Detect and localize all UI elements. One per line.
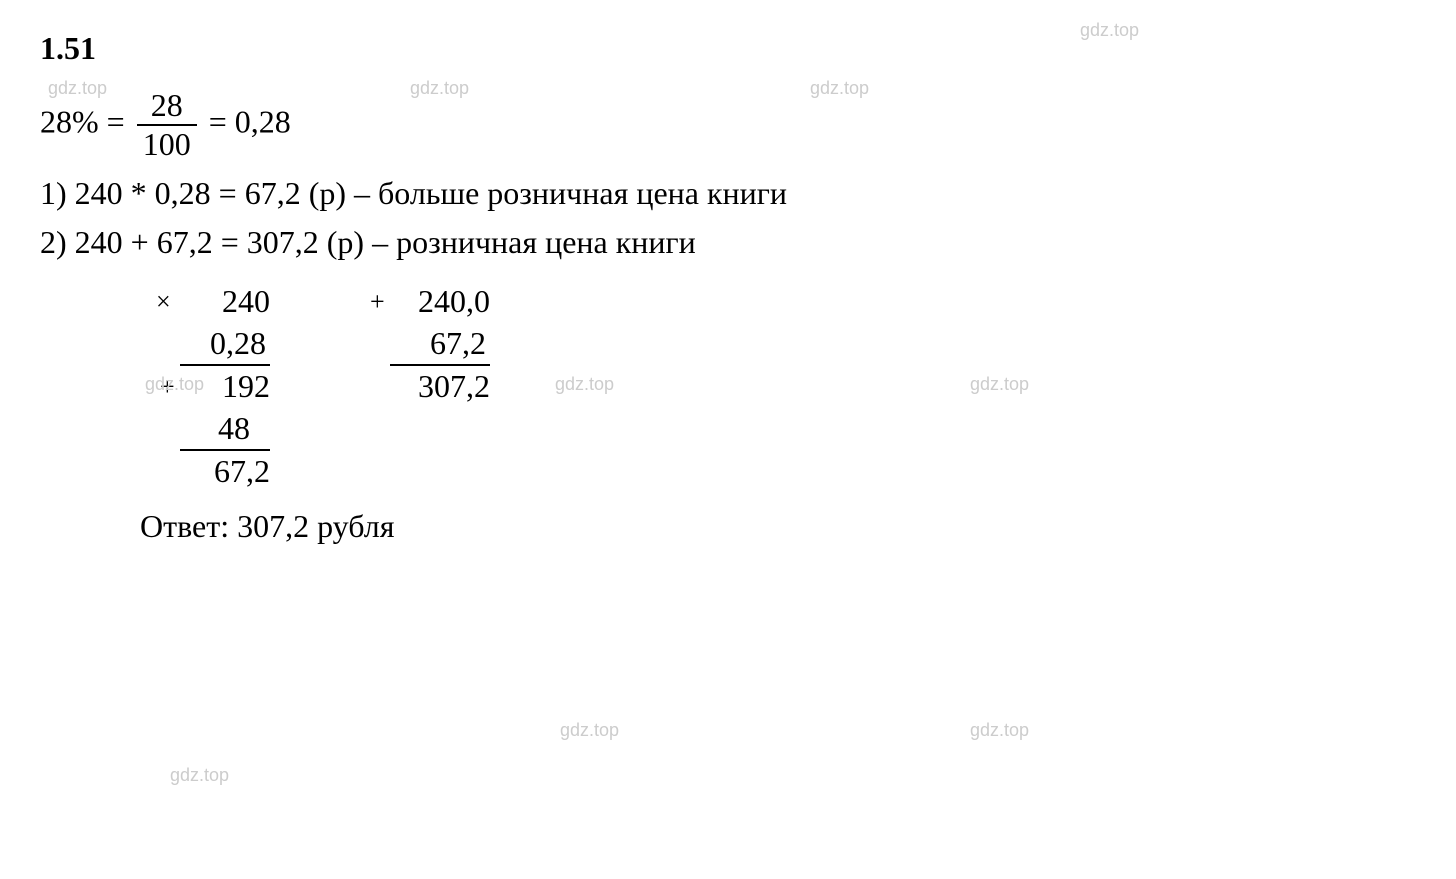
step-num: 2) [40,224,67,260]
percent-conversion: 28% = 28 100 = 0,28 [40,87,1416,163]
partial-1: 192 [222,368,270,404]
watermark: gdz.top [970,374,1029,395]
answer-label: Ответ: [140,508,229,544]
step-desc: – больше розничная цена книги [354,175,787,211]
answer-line: Ответ: 307,2 рубля [140,508,1416,545]
decimal-value: 0,28 [235,103,291,139]
watermark: gdz.top [1080,20,1139,41]
fraction-numerator: 28 [137,87,197,126]
step-num: 1) [40,175,67,211]
plus-sign: + [370,285,385,319]
calc-result: 307,2 [390,366,490,408]
watermark: gdz.top [48,78,107,99]
watermark: gdz.top [560,720,619,741]
answer-value: 307,2 рубля [237,508,394,544]
calc-row: + 240,0 [390,281,490,323]
equals-1: = [107,103,133,139]
calc-underline: 0,28 [180,323,270,367]
watermark: gdz.top [170,765,229,786]
calc-row: 240 [180,281,270,323]
watermark: gdz.top [810,78,869,99]
step-2: 2) 240 + 67,2 = 307,2 (р) – розничная це… [40,224,1416,261]
calculations-block: × 240 0,28 + 192 48 67,2 + 240,0 67,2 30… [180,281,1416,493]
calc-row: 0,28 [180,323,270,367]
problem-number: 1.51 [40,30,1416,67]
calc-row: 67,2 [390,323,490,367]
watermark: gdz.top [555,374,614,395]
fraction-denominator: 100 [137,126,197,163]
equals-2: = [209,103,235,139]
solution-steps: 1) 240 * 0,28 = 67,2 (р) – больше рознич… [40,175,1416,261]
percent-value: 28% [40,103,99,139]
addition-column: + 240,0 67,2 307,2 [390,281,490,493]
addend-1: 240,0 [418,283,490,319]
watermark: gdz.top [410,78,469,99]
watermark: gdz.top [970,720,1029,741]
calc-row: 48 [180,408,270,452]
multiply-sign: × [156,287,171,317]
step-expr: 240 * 0,28 = 67,2 (р) [75,175,346,211]
addend-2: 67,2 [390,323,490,367]
step-desc: – розничная цена книги [372,224,696,260]
fraction: 28 100 [137,87,197,163]
partial-2: 48 [180,408,270,452]
step-1: 1) 240 * 0,28 = 67,2 (р) – больше рознич… [40,175,1416,212]
watermark: gdz.top [145,374,204,395]
step-expr: 240 + 67,2 = 307,2 (р) [75,224,364,260]
calc-result: 67,2 [180,451,270,493]
